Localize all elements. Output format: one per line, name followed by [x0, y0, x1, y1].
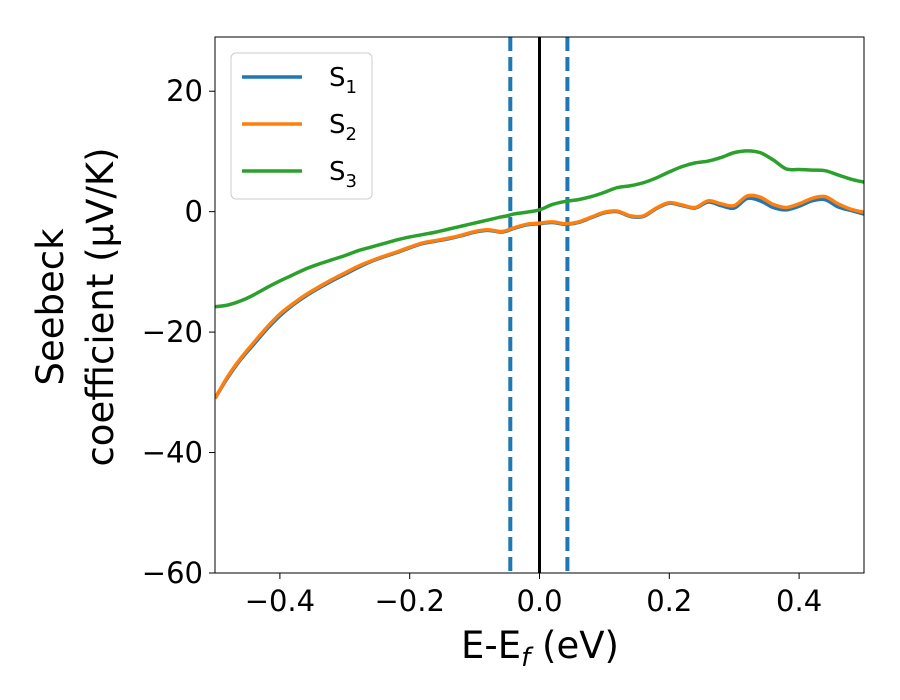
y-axis-label-line1: Seebeck [29, 228, 72, 386]
y-tick-label: −40 [142, 436, 203, 470]
series-line-s3 [215, 149, 864, 309]
series-line-s2 [215, 193, 864, 400]
legend-label-s2: S2 [329, 110, 357, 145]
y-tick-label: −20 [142, 315, 203, 349]
legend-label-s3: S3 [329, 157, 357, 192]
legend: S1 S2 S3 [230, 52, 373, 200]
legend-box [230, 52, 373, 200]
x-tick-label: 0.2 [646, 584, 692, 618]
x-tick-label: 0.0 [516, 584, 562, 618]
series-lines [215, 149, 864, 400]
vertical-lines [508, 37, 570, 573]
y-tick-label: 20 [166, 74, 203, 108]
y-axis-label-line2: coefficient (μV/K) [79, 147, 122, 466]
legend-label-s1: S1 [329, 63, 357, 98]
y-axis-label: Seebeck coefficient (μV/K) [29, 147, 122, 466]
x-tick-label: 0.4 [776, 584, 822, 618]
x-axis-label-main: E-E [461, 624, 521, 667]
y-tick-label: −60 [142, 556, 203, 590]
y-ticks: −60 −40 −20 0 20 [142, 74, 215, 590]
x-axis-label-unit: (eV) [530, 624, 619, 667]
x-ticks: −0.4 −0.2 0.0 0.2 0.4 [245, 573, 822, 618]
x-tick-label: −0.2 [374, 584, 444, 618]
x-axis-label: E-Ef (eV) [461, 624, 619, 673]
x-tick-label: −0.4 [245, 584, 315, 618]
y-tick-label: 0 [185, 195, 203, 229]
